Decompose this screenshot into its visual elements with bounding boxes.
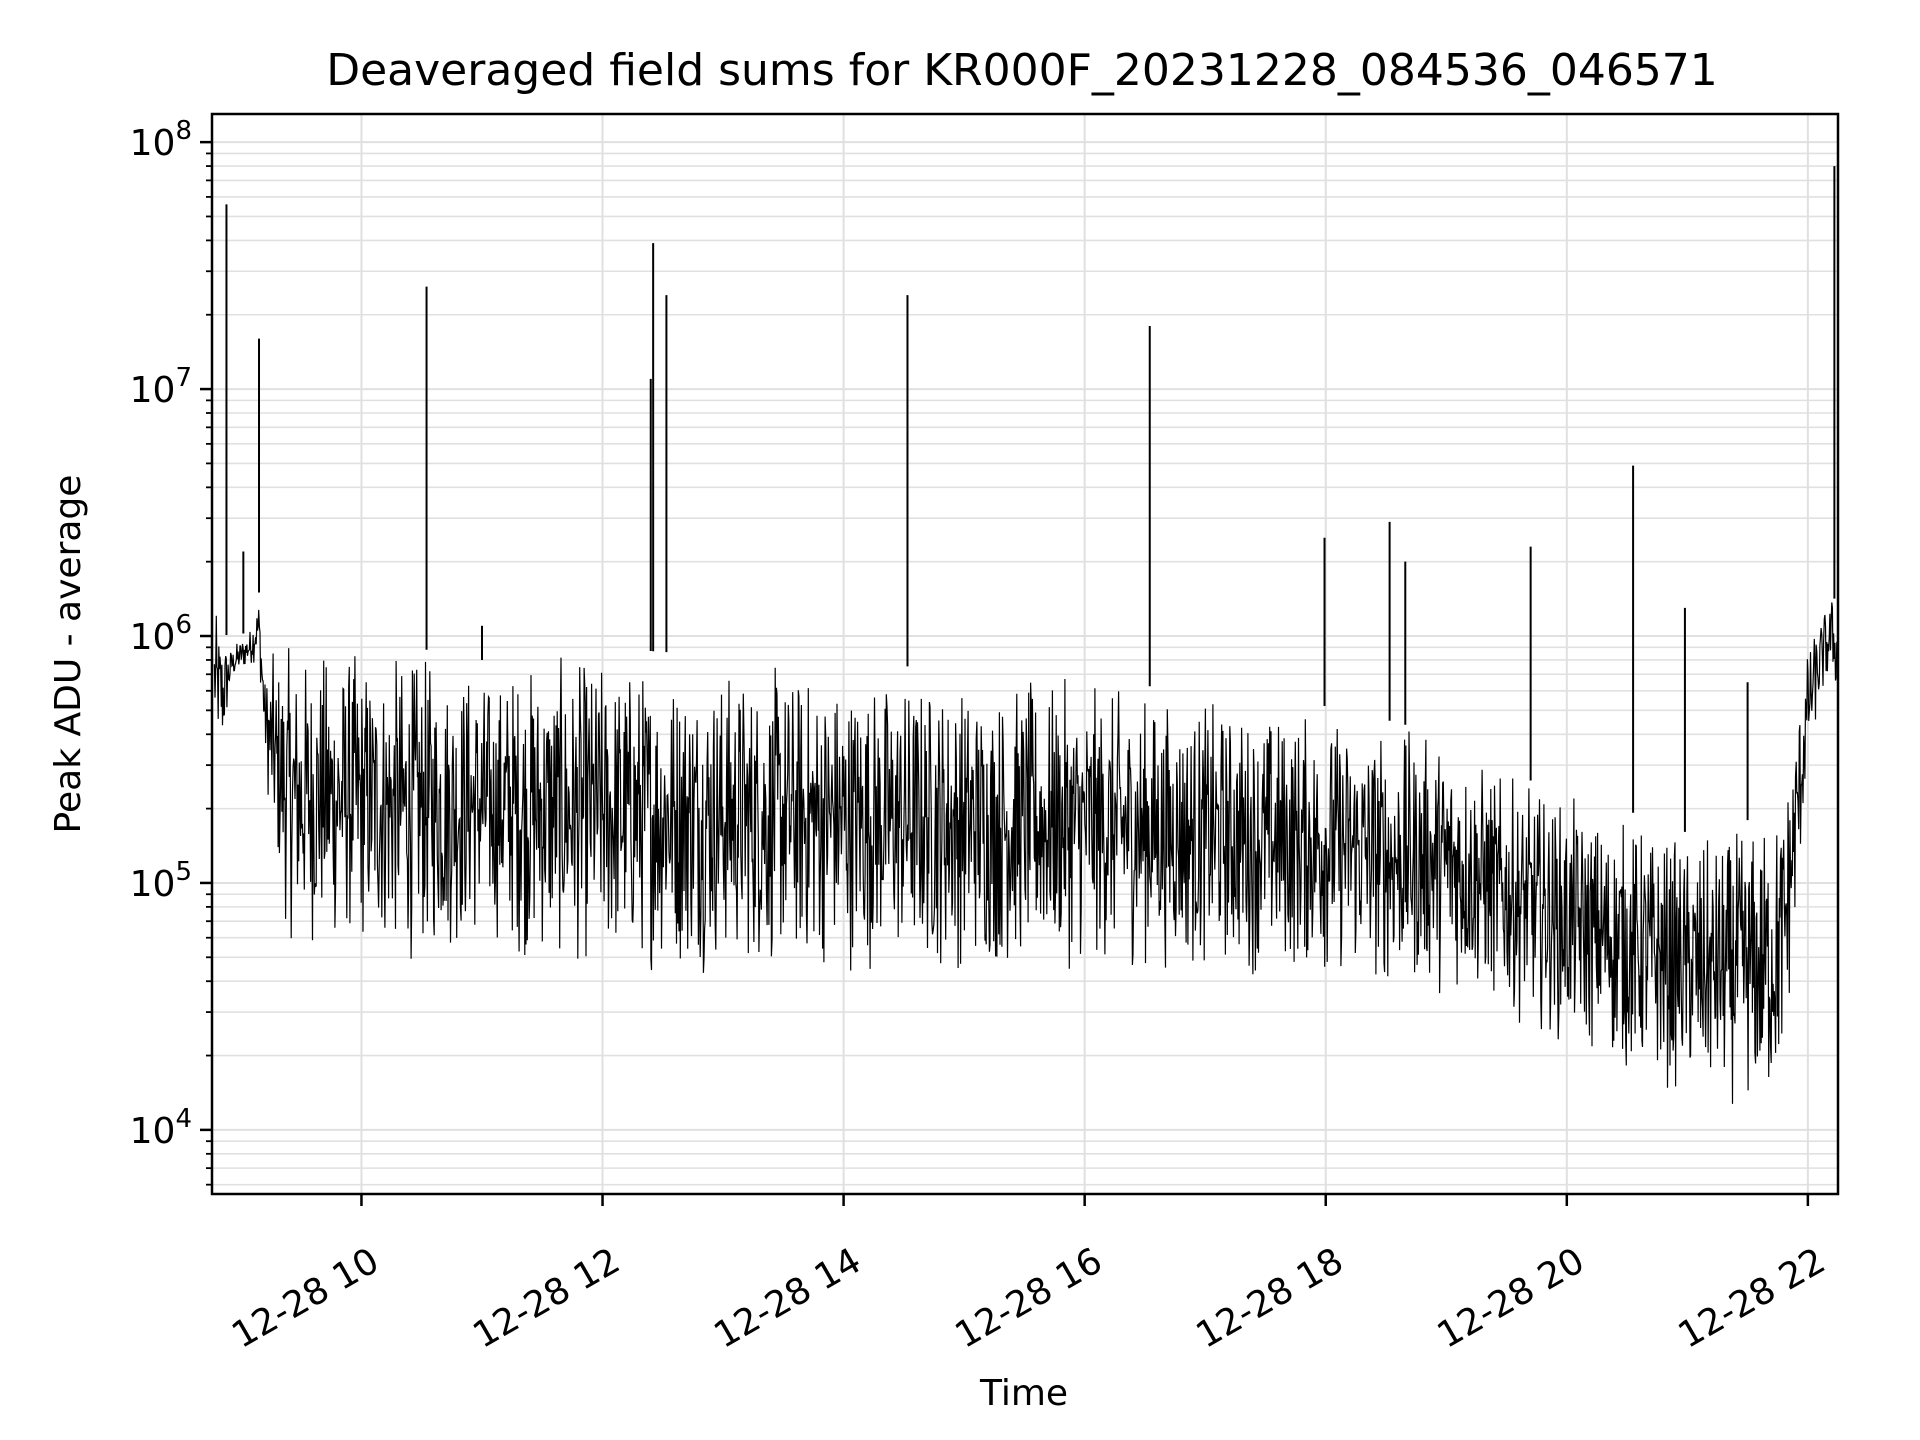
- series-line: [213, 166, 1839, 1104]
- y-tick-label: 108: [130, 116, 192, 164]
- plot-frame: [210, 112, 1840, 1196]
- y-tick-label: 107: [130, 363, 192, 411]
- y-tick-label: 106: [130, 610, 192, 658]
- y-axis-label: Peak ADU - average: [48, 475, 89, 834]
- x-tick-label: 12-28 18: [1190, 1240, 1351, 1356]
- x-tick-label: 12-28 12: [466, 1240, 627, 1356]
- y-axis: 104 105 106 107 108: [130, 116, 212, 1186]
- x-axis: 12-28 10 12-28 12 12-28 14 12-28 16 12-28 18…: [225, 1194, 1832, 1357]
- y-tick-label: 104: [130, 1104, 192, 1152]
- x-tick-label: 12-28 20: [1431, 1240, 1592, 1356]
- x-tick-label: 12-28 10: [225, 1240, 386, 1356]
- grid: [212, 114, 1838, 1194]
- x-tick-label: 12-28 14: [707, 1240, 868, 1356]
- x-tick-label: 12-28 22: [1672, 1240, 1833, 1356]
- x-tick-label: 12-28 16: [948, 1240, 1109, 1356]
- chart-title: Deaveraged field sums for KR000F_2023122…: [326, 45, 1718, 96]
- y-tick-label: 105: [130, 857, 192, 905]
- series-path: [213, 602, 1839, 1104]
- x-axis-label: Time: [979, 1373, 1068, 1414]
